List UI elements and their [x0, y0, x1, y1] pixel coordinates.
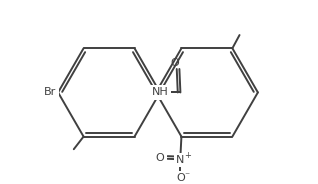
Text: O: O	[156, 153, 164, 163]
Text: ⁻: ⁻	[184, 171, 190, 181]
Text: Br: Br	[44, 87, 57, 98]
Text: O: O	[170, 58, 179, 68]
Text: NH: NH	[152, 87, 169, 98]
Text: O: O	[176, 173, 185, 183]
Text: N: N	[176, 155, 184, 165]
Text: +: +	[184, 151, 191, 160]
